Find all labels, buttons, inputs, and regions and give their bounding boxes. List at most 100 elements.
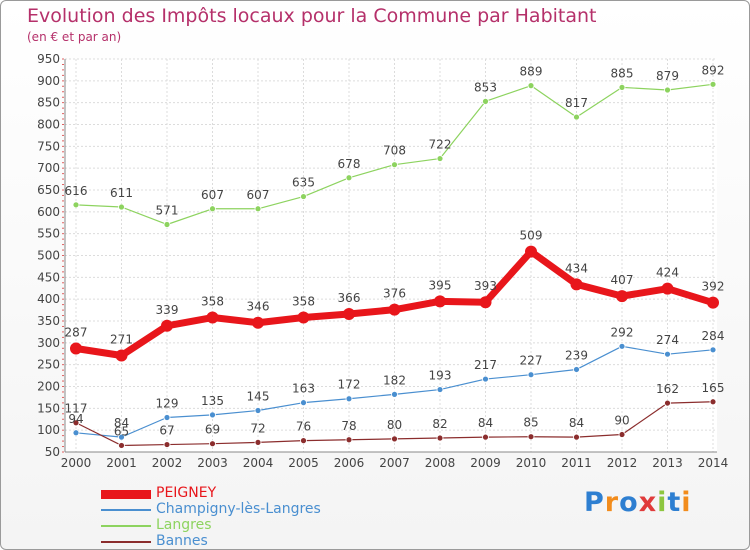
data-label-peigney: 424 (656, 266, 679, 280)
data-point-bannes (345, 436, 353, 444)
data-point-bannes (527, 433, 535, 441)
data-label-bannes: 117 (65, 402, 88, 416)
y-tick-label: 900 (37, 74, 60, 88)
data-label-langres: 611 (110, 186, 133, 200)
data-label-champigny-l-s-langres: 84 (114, 416, 129, 430)
x-tick-label: 2000 (61, 456, 92, 470)
data-label-peigney: 434 (565, 261, 588, 275)
x-tick-label: 2012 (607, 456, 638, 470)
y-tick-label: 350 (37, 314, 60, 328)
data-point-bannes (254, 438, 262, 446)
data-label-bannes: 76 (296, 420, 311, 434)
data-label-langres: 616 (65, 184, 88, 198)
data-label-peigney: 395 (429, 278, 452, 292)
x-tick-label: 2010 (516, 456, 547, 470)
y-tick-label: 650 (37, 183, 60, 197)
data-point-peigney (661, 282, 674, 295)
data-label-langres: 885 (611, 66, 634, 80)
data-label-peigney: 392 (702, 280, 725, 294)
data-point-champigny-l-s-langres (209, 411, 216, 419)
data-label-langres: 853 (474, 80, 497, 94)
chart-subtitle: (en € et par an) (27, 30, 122, 44)
data-point-peigney (525, 245, 537, 258)
data-label-bannes: 69 (205, 423, 220, 437)
legend-label-champigny: Champigny-lès-Langres (156, 501, 321, 517)
y-tick-label: 150 (37, 401, 60, 415)
y-tick-label: 500 (37, 249, 60, 263)
data-point-langres (254, 205, 262, 213)
logo-letter: i (681, 487, 692, 518)
data-point-peigney (343, 308, 355, 321)
data-label-bannes: 65 (114, 424, 129, 438)
data-point-langres (527, 82, 535, 90)
y-tick-label: 50 (45, 445, 60, 459)
data-point-champigny-l-s-langres (573, 366, 580, 373)
data-label-peigney: 271 (110, 332, 133, 346)
data-point-langres (118, 203, 125, 211)
x-tick-label: 2006 (334, 456, 365, 470)
data-point-bannes (391, 435, 398, 443)
data-label-champigny-l-s-langres: 227 (520, 354, 543, 368)
data-label-bannes: 84 (478, 416, 493, 430)
x-tick-label: 2001 (106, 456, 137, 470)
y-tick-label: 950 (37, 52, 60, 66)
y-tick-label: 600 (37, 205, 60, 219)
legend-swatch-champigny (101, 509, 151, 511)
y-tick-label: 200 (37, 380, 60, 394)
x-tick-label: 2013 (652, 456, 683, 470)
data-point-champigny-l-s-langres (118, 433, 125, 441)
y-tick-label: 450 (37, 270, 60, 284)
data-label-bannes: 72 (250, 421, 265, 435)
data-label-langres: 708 (383, 144, 406, 158)
chart-title: Evolution des Impôts locaux pour la Comm… (27, 5, 597, 27)
data-point-langres (163, 221, 171, 228)
y-tick-label: 300 (37, 336, 60, 350)
data-label-champigny-l-s-langres: 145 (247, 390, 270, 404)
data-point-langres (436, 155, 444, 162)
logo-letter: i (657, 487, 668, 518)
data-point-bannes (300, 437, 307, 445)
data-label-bannes: 162 (656, 382, 679, 396)
data-label-langres: 571 (156, 203, 179, 217)
data-point-langres (345, 174, 353, 182)
data-point-champigny-l-s-langres (436, 386, 444, 393)
data-point-langres (300, 193, 307, 200)
data-point-peigney (70, 342, 82, 355)
data-label-champigny-l-s-langres: 217 (474, 358, 497, 372)
data-point-bannes (72, 419, 80, 427)
y-tick-label: 250 (37, 358, 60, 372)
data-point-langres (391, 161, 398, 169)
y-tick-label: 850 (37, 96, 60, 110)
data-point-bannes (618, 431, 626, 438)
data-point-bannes (163, 441, 171, 448)
data-point-peigney (570, 278, 583, 291)
data-label-peigney: 407 (611, 273, 634, 287)
data-point-champigny-l-s-langres (664, 350, 671, 358)
data-label-champigny-l-s-langres: 193 (429, 369, 452, 383)
data-point-champigny-l-s-langres (618, 342, 626, 350)
data-point-peigney (434, 295, 446, 308)
x-tick-label: 2008 (425, 456, 456, 470)
data-point-champigny-l-s-langres (254, 407, 262, 414)
data-point-langres (72, 201, 80, 209)
data-point-langres (664, 86, 671, 94)
logo-letter: t (667, 487, 682, 518)
data-point-peigney (707, 296, 719, 309)
data-label-champigny-l-s-langres: 182 (383, 373, 406, 387)
data-label-bannes: 67 (159, 424, 174, 438)
data-point-bannes (709, 398, 717, 406)
legend-swatch-langres (101, 525, 151, 527)
data-point-peigney (479, 296, 492, 309)
data-point-langres (209, 205, 216, 213)
logo-letter: r (604, 487, 620, 518)
data-label-langres: 607 (201, 188, 224, 202)
y-tick-label: 100 (37, 423, 60, 437)
data-label-peigney: 346 (247, 300, 270, 314)
data-point-peigney (115, 349, 128, 362)
data-point-langres (482, 97, 489, 105)
legend-label-langres: Langres (156, 517, 212, 533)
y-tick-label: 550 (37, 227, 60, 241)
data-point-peigney (388, 303, 401, 316)
x-tick-label: 2009 (470, 456, 501, 470)
